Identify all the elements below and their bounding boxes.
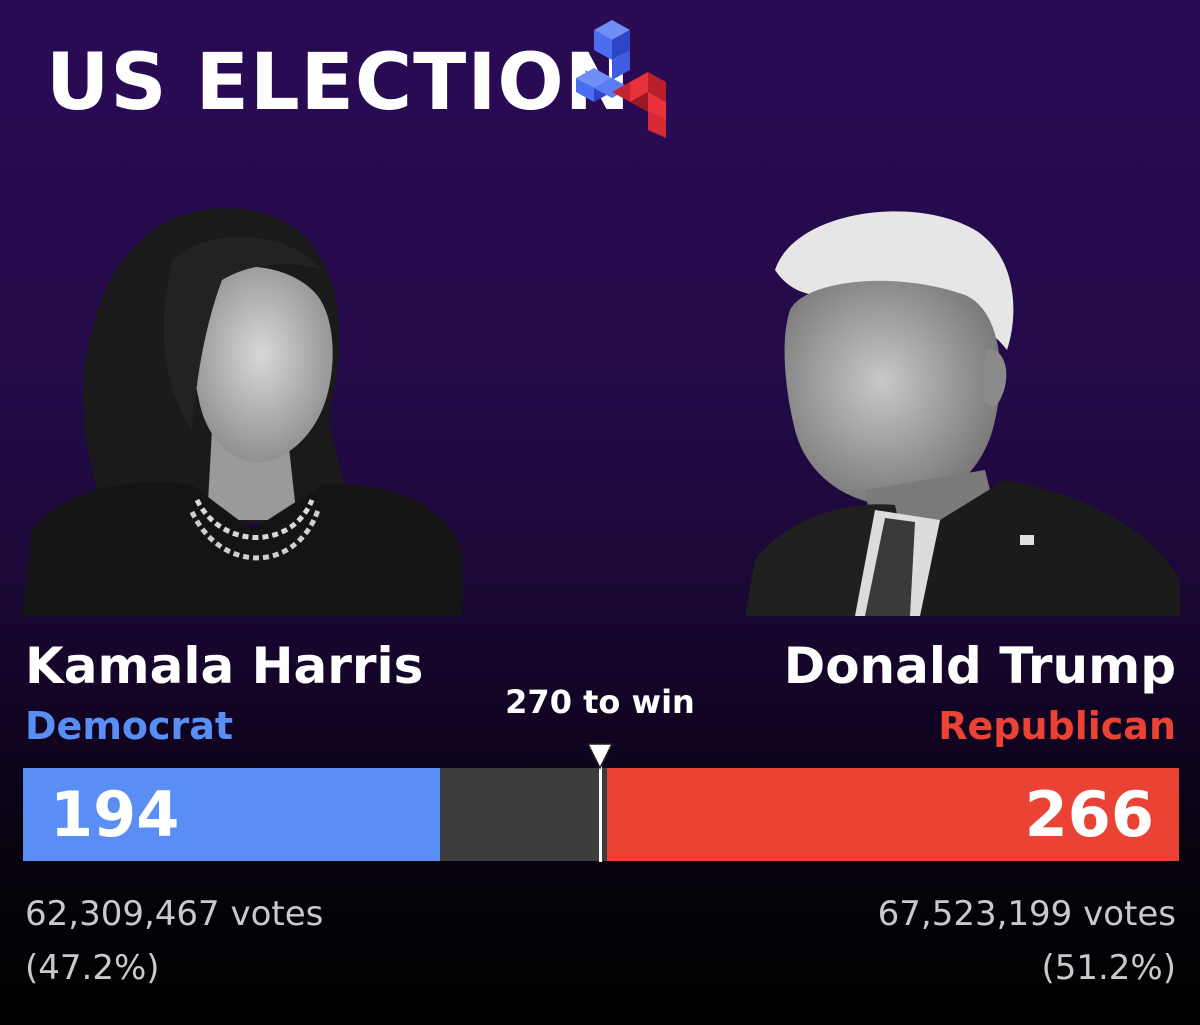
threshold-marker-icon <box>586 743 614 770</box>
republican-bar-segment <box>607 768 1179 861</box>
vote-share-trump: (51.2%) <box>1041 948 1176 988</box>
democrat-bar-segment <box>23 768 440 861</box>
electoral-votes-trump: 266 <box>1024 778 1154 851</box>
popular-votes-harris: 62,309,467 votes <box>25 894 324 934</box>
candidate-name-harris: Kamala Harris <box>25 637 424 695</box>
electoral-votes-harris: 194 <box>50 778 180 851</box>
threshold-label: 270 to win <box>505 683 695 721</box>
popular-votes-trump: 67,523,199 votes <box>877 894 1176 934</box>
page-title: US ELECTION <box>46 38 631 128</box>
harris-portrait-icon <box>22 208 462 616</box>
trump-portrait-icon <box>745 211 1180 616</box>
election-24-logo-icon <box>576 20 666 138</box>
candidate-party-democrat: Democrat <box>25 704 234 748</box>
candidate-name-trump: Donald Trump <box>783 637 1176 695</box>
candidate-party-republican: Republican <box>938 704 1176 748</box>
vote-share-harris: (47.2%) <box>25 948 160 988</box>
threshold-line <box>599 766 602 862</box>
